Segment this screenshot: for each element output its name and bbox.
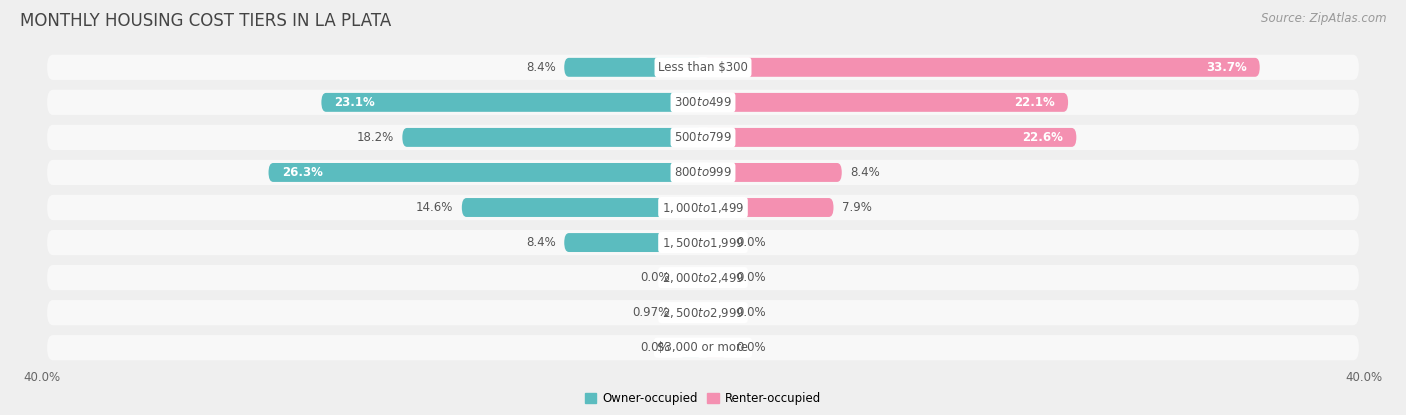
FancyBboxPatch shape [678, 338, 703, 357]
Text: 0.0%: 0.0% [640, 271, 669, 284]
FancyBboxPatch shape [678, 268, 703, 287]
FancyBboxPatch shape [322, 93, 703, 112]
FancyBboxPatch shape [402, 128, 703, 147]
FancyBboxPatch shape [564, 233, 703, 252]
Text: 33.7%: 33.7% [1206, 61, 1247, 74]
Text: $3,000 or more: $3,000 or more [658, 341, 748, 354]
Text: $1,000 to $1,499: $1,000 to $1,499 [662, 200, 744, 215]
FancyBboxPatch shape [269, 163, 703, 182]
FancyBboxPatch shape [703, 338, 728, 357]
FancyBboxPatch shape [703, 128, 1077, 147]
Text: Less than $300: Less than $300 [658, 61, 748, 74]
FancyBboxPatch shape [703, 233, 728, 252]
FancyBboxPatch shape [703, 93, 1069, 112]
FancyBboxPatch shape [461, 198, 703, 217]
Text: 0.0%: 0.0% [737, 306, 766, 319]
Legend: Owner-occupied, Renter-occupied: Owner-occupied, Renter-occupied [579, 387, 827, 410]
Text: 0.0%: 0.0% [737, 271, 766, 284]
Text: 0.97%: 0.97% [633, 306, 669, 319]
FancyBboxPatch shape [48, 90, 1358, 115]
Text: 22.6%: 22.6% [1022, 131, 1063, 144]
Text: 7.9%: 7.9% [842, 201, 872, 214]
Text: 0.0%: 0.0% [737, 236, 766, 249]
Text: 8.4%: 8.4% [526, 61, 555, 74]
Text: 8.4%: 8.4% [526, 236, 555, 249]
FancyBboxPatch shape [703, 163, 842, 182]
Text: MONTHLY HOUSING COST TIERS IN LA PLATA: MONTHLY HOUSING COST TIERS IN LA PLATA [20, 12, 391, 30]
FancyBboxPatch shape [48, 300, 1358, 325]
FancyBboxPatch shape [703, 268, 728, 287]
Text: $500 to $799: $500 to $799 [673, 131, 733, 144]
Text: 8.4%: 8.4% [851, 166, 880, 179]
Text: $800 to $999: $800 to $999 [673, 166, 733, 179]
Text: $2,000 to $2,499: $2,000 to $2,499 [662, 271, 744, 285]
Text: Source: ZipAtlas.com: Source: ZipAtlas.com [1261, 12, 1386, 25]
Text: 26.3%: 26.3% [281, 166, 322, 179]
Text: $300 to $499: $300 to $499 [673, 96, 733, 109]
FancyBboxPatch shape [703, 198, 834, 217]
FancyBboxPatch shape [48, 335, 1358, 360]
FancyBboxPatch shape [48, 160, 1358, 185]
FancyBboxPatch shape [48, 55, 1358, 80]
Text: 14.6%: 14.6% [416, 201, 454, 214]
Text: $1,500 to $1,999: $1,500 to $1,999 [662, 236, 744, 249]
FancyBboxPatch shape [703, 58, 1260, 77]
Text: 0.0%: 0.0% [640, 341, 669, 354]
Text: 22.1%: 22.1% [1014, 96, 1054, 109]
FancyBboxPatch shape [48, 125, 1358, 150]
FancyBboxPatch shape [703, 303, 728, 322]
FancyBboxPatch shape [48, 195, 1358, 220]
Text: 0.0%: 0.0% [737, 341, 766, 354]
FancyBboxPatch shape [564, 58, 703, 77]
FancyBboxPatch shape [48, 230, 1358, 255]
FancyBboxPatch shape [48, 265, 1358, 290]
Text: 23.1%: 23.1% [335, 96, 375, 109]
Text: $2,500 to $2,999: $2,500 to $2,999 [662, 305, 744, 320]
Text: 18.2%: 18.2% [357, 131, 394, 144]
FancyBboxPatch shape [678, 303, 703, 322]
